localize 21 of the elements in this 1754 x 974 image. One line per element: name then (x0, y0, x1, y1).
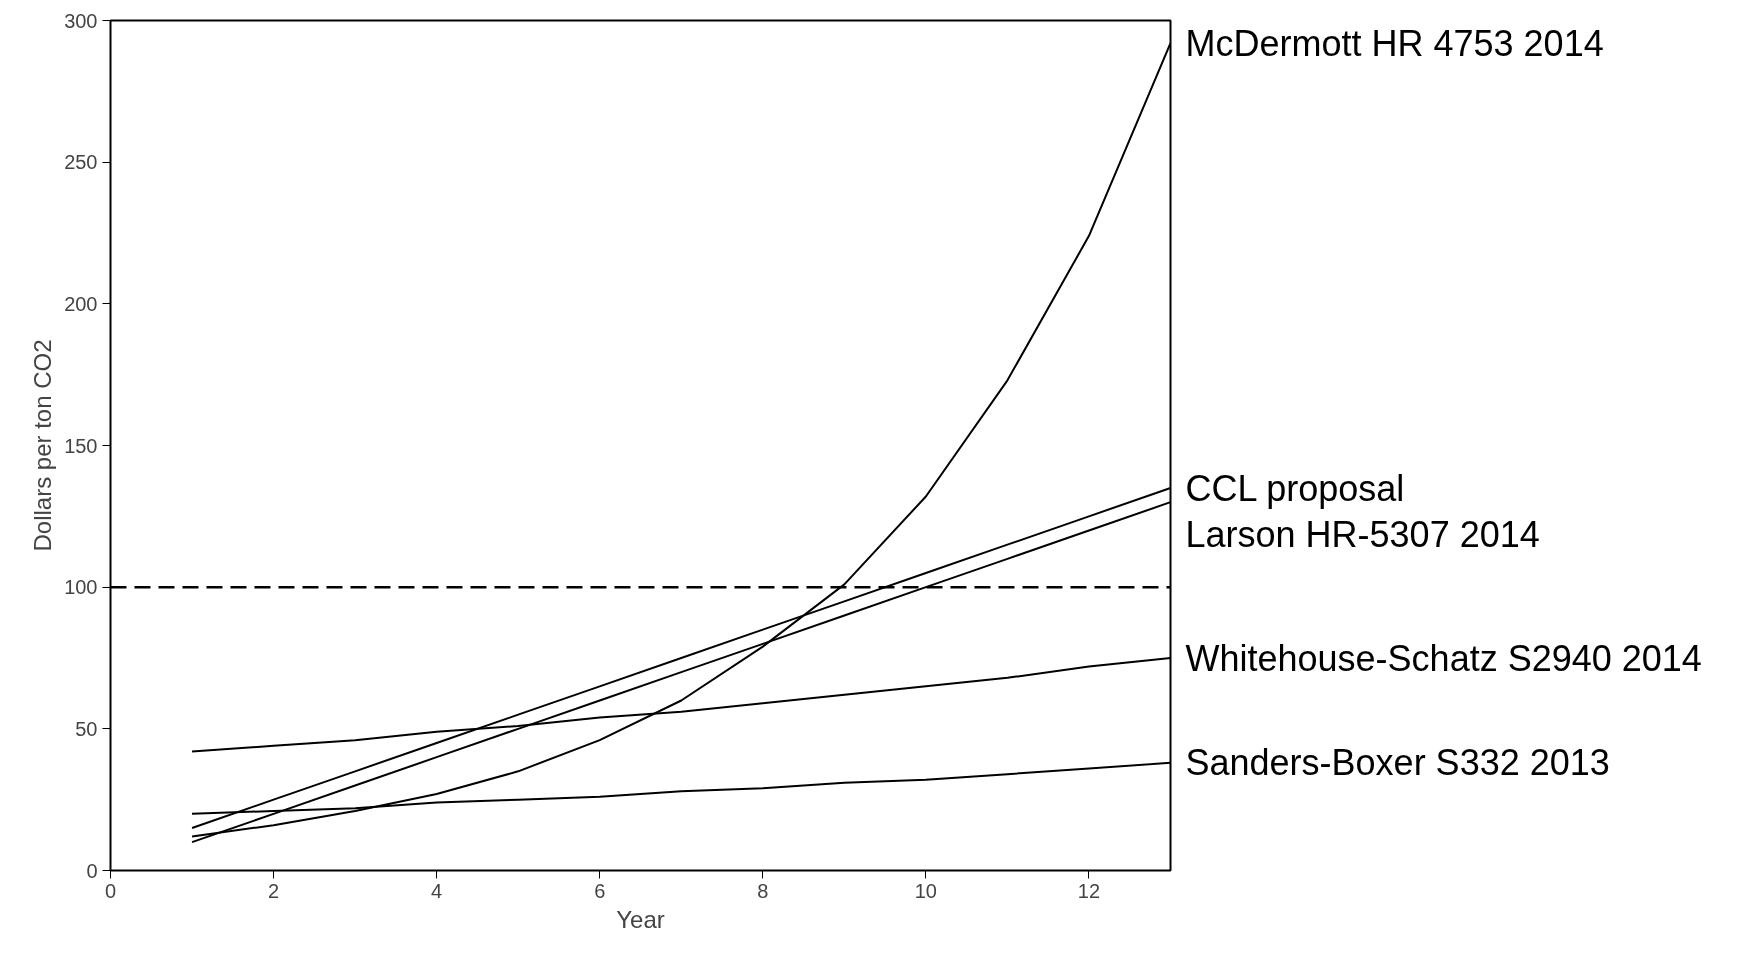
y-tick-label: 50 (75, 717, 98, 740)
series-label: Whitehouse-Schatz S2940 2014 (1185, 637, 1702, 679)
y-tick-label: 100 (64, 576, 98, 599)
x-tick-label: 2 (268, 879, 280, 902)
y-axis-title: Dollars per ton CO2 (29, 339, 57, 552)
y-tick-label: 150 (64, 434, 98, 457)
x-tick-label: 6 (594, 879, 606, 902)
x-tick-label: 12 (1077, 879, 1101, 902)
y-tick-label: 250 (64, 151, 98, 174)
y-tick-label: 0 (86, 859, 98, 882)
series-label: CCL proposal (1185, 467, 1405, 509)
series-label: McDermott HR 4753 2014 (1185, 22, 1604, 64)
y-tick-label: 200 (64, 292, 98, 315)
series-label: Sanders-Boxer S332 2013 (1185, 742, 1610, 784)
series-label: Larson HR-5307 2014 (1185, 513, 1540, 555)
y-tick-label: 300 (64, 9, 98, 32)
x-axis-title: Year (616, 905, 665, 933)
x-tick-label: 0 (104, 879, 117, 902)
x-tick-label: 4 (431, 879, 443, 902)
x-tick-label: 8 (757, 879, 769, 902)
x-tick-label: 10 (914, 879, 938, 902)
